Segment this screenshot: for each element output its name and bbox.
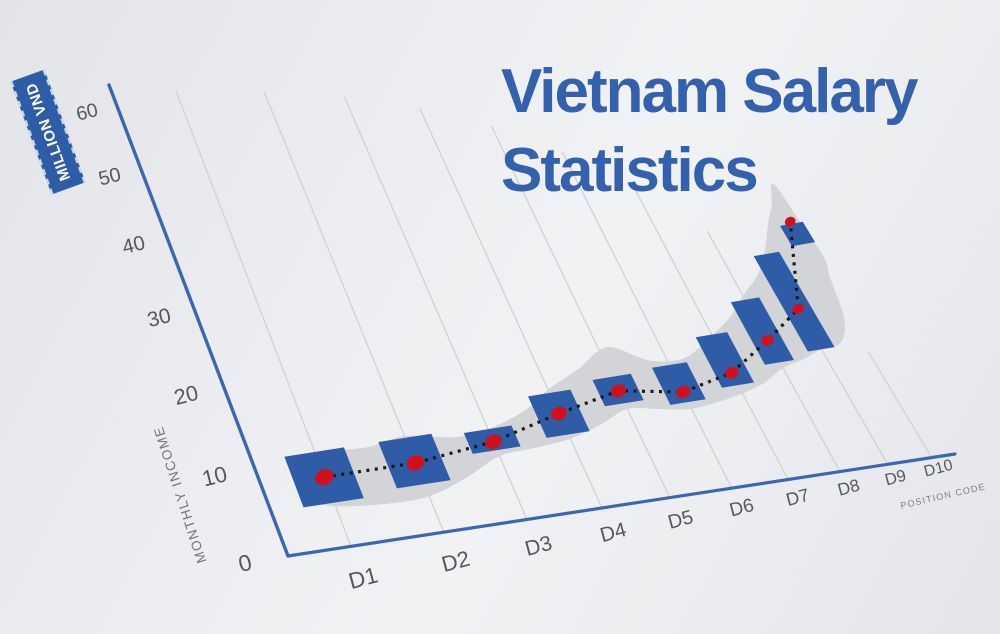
x-category-label-D8: D8 bbox=[835, 475, 862, 500]
gridline-D4 bbox=[418, 107, 603, 509]
x-category-label-D5: D5 bbox=[666, 506, 696, 534]
y-tick-label-30: 30 bbox=[145, 304, 173, 332]
x-category-label-D3: D3 bbox=[523, 532, 555, 561]
x-category-label-D2: D2 bbox=[439, 546, 473, 577]
x-category-label-D7: D7 bbox=[784, 485, 812, 510]
range-bar-D10 bbox=[780, 221, 816, 247]
median-dot-D7 bbox=[725, 366, 739, 379]
range-bar-D9 bbox=[753, 251, 835, 352]
y-tick-label-0: 0 bbox=[236, 549, 255, 577]
gridline-D10 bbox=[867, 350, 933, 458]
range-bar-D8 bbox=[730, 297, 794, 365]
y-tick-label-50: 50 bbox=[96, 164, 123, 191]
x-axis-line bbox=[286, 452, 957, 558]
y-tick-label-20: 20 bbox=[171, 380, 200, 410]
gridline-D7 bbox=[633, 186, 789, 480]
median-dot-D10 bbox=[784, 216, 796, 227]
median-dot-D8 bbox=[761, 334, 774, 346]
median-dot-D1 bbox=[315, 469, 334, 486]
median-dot-D4 bbox=[551, 406, 567, 421]
x-category-label-D4: D4 bbox=[598, 518, 629, 547]
median-dot-D2 bbox=[406, 455, 425, 471]
y-tick-label-60: 60 bbox=[74, 99, 100, 126]
y-tick-label-40: 40 bbox=[120, 232, 147, 259]
gridline-D6 bbox=[561, 151, 733, 489]
title-line-2: Statistics bbox=[501, 136, 759, 205]
x-category-label-D1: D1 bbox=[346, 561, 381, 594]
title-line-1: Vietnam Salary bbox=[501, 57, 918, 126]
range-bar-D7 bbox=[695, 332, 755, 388]
range-bar-D6 bbox=[652, 362, 706, 405]
trend-dotted-line bbox=[324, 221, 800, 479]
median-dot-D9 bbox=[792, 303, 805, 315]
median-dot-D3 bbox=[485, 434, 502, 450]
median-dot-D6 bbox=[676, 385, 691, 399]
y-tick-label-10: 10 bbox=[200, 461, 230, 491]
x-category-label-D10: D10 bbox=[922, 457, 955, 481]
y-axis-line bbox=[107, 83, 290, 558]
x-category-label-D6: D6 bbox=[727, 495, 756, 522]
page-title: Vietnam Salary Statistics bbox=[501, 52, 918, 210]
gridline-D5 bbox=[490, 125, 671, 498]
median-dot-D5 bbox=[611, 384, 627, 398]
x-category-label-D9: D9 bbox=[883, 466, 908, 490]
